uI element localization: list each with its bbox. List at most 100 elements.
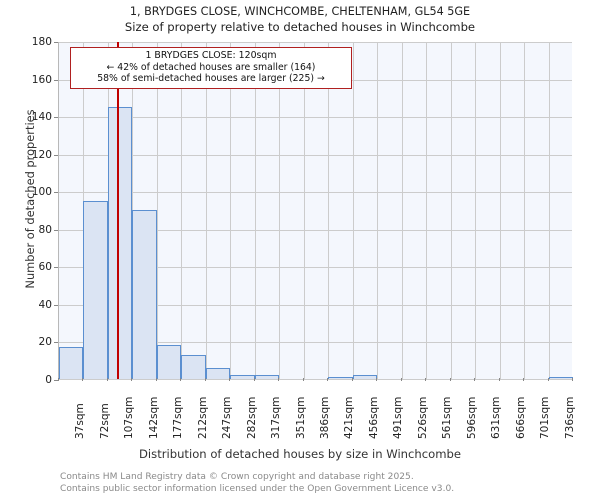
x-tick-mark — [474, 378, 476, 381]
x-tick-mark — [425, 378, 427, 381]
y-tick-mark — [54, 42, 58, 43]
gridline-horizontal — [59, 192, 572, 194]
x-tick-label: 701sqm — [539, 396, 552, 439]
histogram-bar — [156, 345, 182, 379]
gridline-vertical — [548, 42, 550, 379]
x-tick-mark — [204, 378, 206, 381]
x-tick-mark — [523, 378, 525, 381]
x-tick-mark — [180, 378, 182, 381]
x-tick-mark — [351, 378, 353, 381]
gridline-vertical — [352, 42, 354, 379]
x-tick-label: 37sqm — [74, 403, 87, 439]
x-tick-mark — [229, 378, 231, 381]
gridline-vertical — [156, 42, 158, 379]
footer-line-1: Contains HM Land Registry data © Crown c… — [60, 472, 414, 482]
histogram-bar — [132, 210, 157, 379]
x-axis-ticks: 37sqm 72sqm 107sqm 142sqm 177sqm 212sqm 247sqm… — [58, 378, 576, 441]
y-tick-label: 140 — [31, 111, 52, 124]
property-marker-line — [117, 42, 120, 379]
gridline-vertical — [475, 42, 477, 379]
histogram-bar — [352, 375, 378, 379]
x-tick-label: 177sqm — [172, 396, 185, 439]
y-tick-mark — [54, 192, 58, 194]
histogram-bar — [83, 200, 108, 379]
x-tick-mark — [155, 378, 157, 381]
x-tick-mark — [572, 378, 573, 381]
x-tick-mark — [400, 378, 402, 381]
x-axis-title: Distribution of detached houses by size … — [139, 447, 461, 461]
gridline-vertical — [303, 42, 305, 379]
gridline-vertical — [377, 42, 379, 379]
histogram-bar — [59, 347, 84, 379]
x-tick-label: 456sqm — [367, 396, 380, 439]
x-tick-label: 666sqm — [514, 396, 527, 439]
x-tick-mark — [547, 378, 549, 381]
footer-line-2: Contains public sector information licen… — [60, 483, 455, 494]
histogram-bar — [328, 376, 353, 379]
y-tick-mark — [54, 267, 58, 269]
gridline-vertical — [524, 42, 526, 379]
gridline-horizontal — [59, 42, 572, 43]
annotation-line1: 1 BRYDGES CLOSE: 120sqm — [145, 50, 277, 61]
histogram-bar — [548, 376, 573, 379]
x-tick-label: 596sqm — [465, 396, 478, 439]
y-tick-label: 40 — [38, 298, 52, 311]
gridline-horizontal — [59, 229, 572, 231]
y-tick-mark — [54, 229, 58, 231]
gridline-horizontal — [59, 267, 572, 269]
x-tick-label: 317sqm — [270, 396, 283, 439]
y-tick-mark — [54, 380, 58, 381]
gridline-horizontal — [59, 154, 572, 156]
histogram-bar — [230, 375, 255, 379]
gridline-vertical — [279, 42, 281, 379]
gridline-vertical — [426, 42, 428, 379]
x-tick-label: 631sqm — [490, 396, 503, 439]
y-tick-label: 80 — [38, 223, 52, 236]
property-annotation-box: 1 BRYDGES CLOSE: 120sqm ← 42% of detached… — [70, 47, 352, 89]
histogram-bar — [181, 354, 206, 379]
x-tick-label: 107sqm — [123, 396, 136, 439]
x-tick-mark — [58, 378, 59, 381]
y-axis-ticks: 0 20 40 60 80 100 120 140 160 180 — [0, 37, 58, 385]
attribution-footer: Contains HM Land Registry data © Crown c… — [60, 472, 580, 495]
gridline-vertical — [328, 42, 330, 379]
y-tick-label: 180 — [31, 36, 52, 48]
y-tick-mark — [54, 342, 58, 344]
x-tick-label: 142sqm — [147, 396, 160, 439]
annotation-line2: ← 42% of detached houses are smaller (16… — [106, 61, 316, 73]
y-tick-label: 120 — [31, 148, 52, 161]
x-tick-mark — [106, 378, 108, 381]
x-tick-label: 491sqm — [392, 396, 405, 439]
title-block: 1, BRYDGES CLOSE, WINCHCOMBE, CHELTENHAM… — [0, 4, 600, 35]
gridline-vertical — [401, 42, 403, 379]
gridline-vertical — [230, 42, 232, 379]
x-tick-mark — [82, 378, 84, 381]
y-axis-title-wrap: Number of detached properties — [0, 42, 58, 380]
gridline-vertical — [499, 42, 501, 379]
x-tick-mark — [327, 378, 329, 381]
x-tick-label: 421sqm — [343, 396, 356, 439]
gridline-horizontal — [59, 304, 572, 306]
plot-area: 1 BRYDGES CLOSE: 120sqm ← 42% of detached… — [58, 42, 573, 380]
histogram-bar — [205, 367, 231, 379]
x-tick-label: 526sqm — [416, 396, 429, 439]
x-tick-label: 247sqm — [221, 396, 234, 439]
x-tick-mark — [253, 378, 255, 381]
x-tick-mark — [498, 378, 500, 381]
plot-inner: 1 BRYDGES CLOSE: 120sqm ← 42% of detached… — [59, 42, 573, 379]
chart-subtitle: Size of property relative to detached ho… — [124, 20, 476, 34]
gridline-vertical — [254, 42, 256, 379]
x-tick-label: 351sqm — [294, 396, 307, 439]
x-tick-mark — [302, 378, 304, 381]
x-tick-mark — [449, 378, 451, 381]
x-tick-label: 282sqm — [245, 396, 258, 439]
y-tick-label: 0 — [45, 374, 52, 386]
gridline-vertical — [181, 42, 183, 379]
gridline-vertical — [205, 42, 207, 379]
x-tick-label: 386sqm — [319, 396, 331, 439]
x-tick-label: 561sqm — [441, 396, 454, 439]
histogram-bar — [107, 106, 133, 379]
page-title: 1, BRYDGES CLOSE, WINCHCOMBE, CHELTENHAM… — [129, 5, 471, 18]
gridline-horizontal — [59, 117, 572, 119]
